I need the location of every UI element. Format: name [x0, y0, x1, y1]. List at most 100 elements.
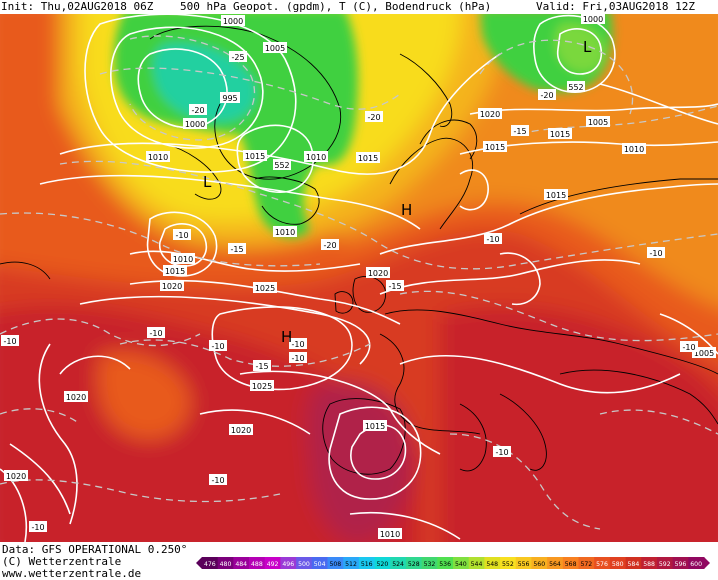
svg-text:1020: 1020	[231, 426, 251, 435]
svg-text:-10: -10	[211, 476, 224, 485]
svg-text:1020: 1020	[6, 472, 26, 481]
isobar-label: 1020	[229, 424, 253, 435]
map-header: Init: Thu,02AUG2018 06Z 500 hPa Geopot. …	[0, 0, 718, 14]
legend-swatch	[515, 557, 532, 569]
svg-text:-10: -10	[211, 342, 224, 351]
isotherm-label: -10	[29, 521, 47, 532]
isobar-label: 1020	[160, 280, 184, 291]
svg-text:-20: -20	[540, 91, 553, 100]
legend-value: 508	[329, 561, 341, 568]
legend-swatch	[405, 557, 423, 569]
legend-value: 540	[455, 561, 467, 568]
svg-text:-10: -10	[495, 448, 508, 457]
svg-text:1005: 1005	[265, 44, 285, 53]
isobar-label: 1015	[363, 420, 387, 431]
svg-text:552: 552	[274, 161, 289, 170]
legend-swatch	[358, 557, 375, 569]
isotherm-label: -10	[493, 446, 511, 457]
isobar-label: 1025	[250, 380, 274, 391]
svg-text:1015: 1015	[485, 143, 505, 152]
legend-swatch	[468, 557, 485, 569]
legend-value: 496	[282, 561, 294, 568]
svg-text:1020: 1020	[66, 393, 86, 402]
svg-text:1020: 1020	[480, 110, 500, 119]
copyright: (C) Wetterzentrale	[2, 555, 122, 568]
legend-value: 576	[596, 561, 608, 568]
svg-text:-10: -10	[682, 343, 695, 352]
isobar-label: 1020	[366, 267, 390, 278]
legend-swatch	[484, 557, 501, 569]
legend-swatch	[656, 557, 674, 569]
data-source: Data: GFS OPERATIONAL 0.250°	[2, 543, 188, 556]
isotherm-label: -10	[289, 352, 307, 363]
isotherms	[0, 35, 718, 530]
legend-value: 528	[408, 561, 420, 568]
legend-value: 560	[533, 561, 545, 568]
isobar-label: 1005	[692, 347, 716, 358]
legend-swatch	[202, 557, 219, 569]
svg-text:-10: -10	[175, 231, 188, 240]
temperature-labels: -25 -20 -20 -20 -15 -10 -15 -20 -10 -15 …	[1, 51, 698, 532]
svg-text:1025: 1025	[252, 382, 272, 391]
svg-text:1015: 1015	[550, 130, 570, 139]
isobar-label: 1000	[581, 14, 605, 24]
legend-swatch	[609, 557, 626, 569]
legend-swatch	[688, 557, 705, 569]
legend-swatch	[374, 557, 391, 569]
svg-text:-10: -10	[149, 329, 162, 338]
legend-value: 568	[565, 561, 577, 568]
isobar-label: 1015	[548, 128, 572, 139]
legend-swatch	[421, 557, 438, 569]
isotherm-label: -15	[253, 360, 271, 371]
legend-value: 600	[690, 561, 702, 568]
isobar-label: 1010	[622, 143, 646, 154]
svg-text:1015: 1015	[245, 152, 265, 161]
isobar-label: 1015	[243, 150, 267, 161]
svg-text:1015: 1015	[546, 191, 566, 200]
geopotential-shading	[0, 14, 718, 542]
svg-text:1015: 1015	[365, 422, 385, 431]
svg-text:995: 995	[222, 94, 237, 103]
color-legend: 476 480 484 488 492 496 500 504 508 512 516 520 524 5…	[196, 557, 710, 569]
svg-text:1015: 1015	[165, 267, 185, 276]
isobar-label: 1015	[544, 189, 568, 200]
legend-swatch	[249, 557, 266, 569]
svg-text:1020: 1020	[368, 269, 388, 278]
isotherm-label: -10	[1, 335, 19, 346]
legend-swatch	[264, 557, 281, 569]
legend-value: 548	[486, 561, 498, 568]
isotherm-label: -15	[228, 243, 246, 254]
geopotential-label: 552	[273, 159, 291, 170]
isotherm-label: -10	[209, 340, 227, 351]
isobar-label: 1010	[171, 253, 195, 264]
legend-swatch	[311, 557, 328, 569]
low-pressure-center: L	[583, 38, 592, 56]
isobar-label: 1025	[253, 282, 277, 293]
legend-value: 580	[612, 561, 624, 568]
isotherm-label: -10	[289, 338, 307, 349]
legend-swatch	[500, 557, 517, 569]
svg-text:1020: 1020	[162, 282, 182, 291]
weather-map: 1000 1005 995 1000 1010 1015 1010 1015 1…	[0, 14, 718, 542]
svg-text:1010: 1010	[306, 153, 326, 162]
legend-value: 532	[424, 561, 436, 568]
svg-text:-10: -10	[486, 235, 499, 244]
isobar-label: 1015	[483, 141, 507, 152]
legend-swatch	[547, 557, 564, 569]
svg-text:1000: 1000	[583, 15, 603, 24]
legend-value: 596	[675, 561, 687, 568]
svg-text:1000: 1000	[185, 120, 205, 129]
isotherm-label: -10	[209, 474, 227, 485]
legend-value: 584	[628, 561, 640, 568]
legend-value: 556	[518, 561, 530, 568]
svg-text:1025: 1025	[255, 284, 275, 293]
legend-value: 488	[251, 561, 263, 568]
svg-text:-15: -15	[255, 362, 268, 371]
website: www.wetterzentrale.de	[2, 567, 142, 580]
legend-value: 504	[314, 561, 326, 568]
legend-swatch	[343, 557, 360, 569]
legend-value: 524	[392, 561, 404, 568]
legend-value: 572	[580, 561, 592, 568]
isobar-label: 1010	[146, 151, 170, 162]
svg-text:1010: 1010	[624, 145, 644, 154]
